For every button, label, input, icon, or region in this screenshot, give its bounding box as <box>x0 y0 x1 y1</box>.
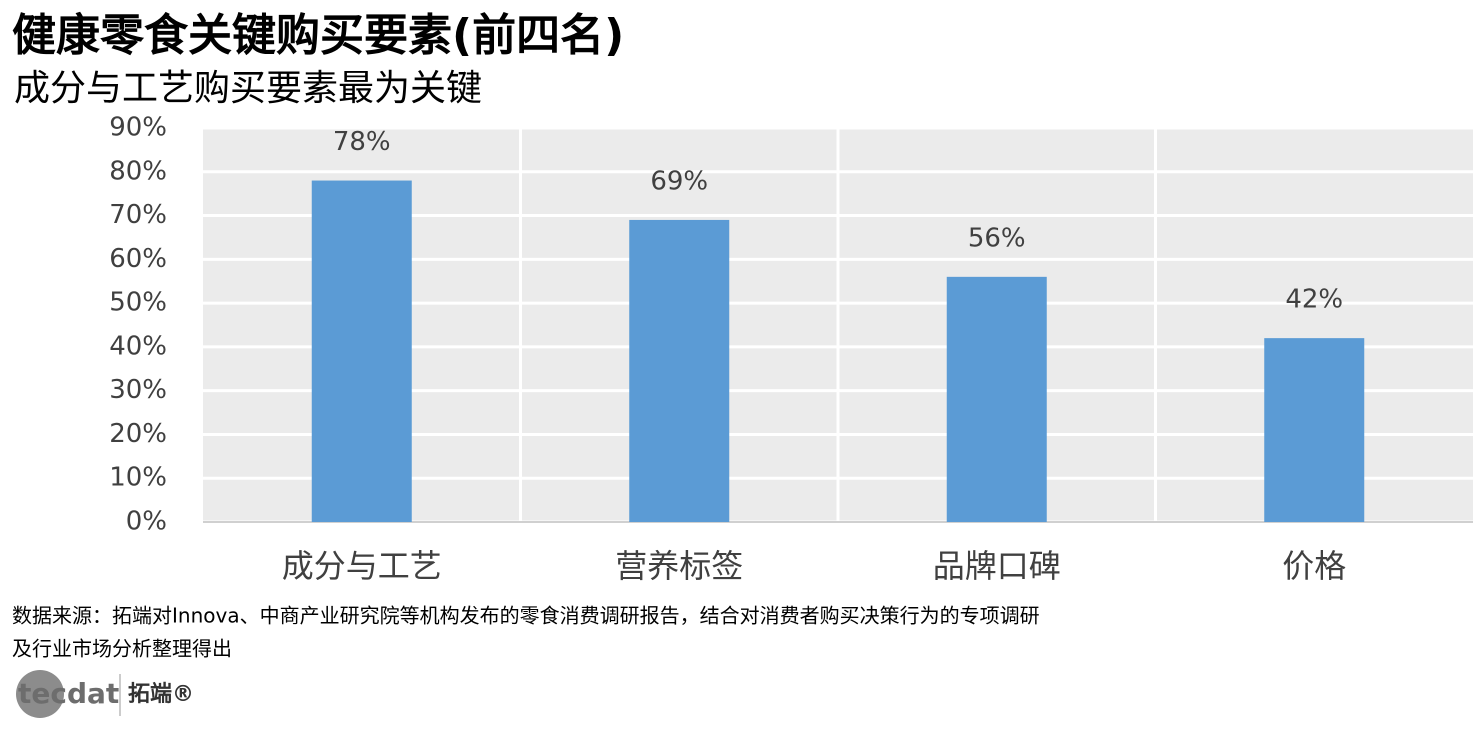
y-tick-label: 10% <box>109 463 167 493</box>
y-tick-label: 60% <box>109 244 167 274</box>
y-tick-label: 30% <box>109 375 167 405</box>
y-tick-label: 90% <box>109 113 167 143</box>
bar <box>311 180 412 523</box>
x-tick-label: 品牌口碑 <box>933 547 1061 585</box>
source-note: 数据来源：拓端对Innova、中商产业研究院等机构发布的零食消费调研报告，结合对… <box>12 604 1040 628</box>
value-label: 69% <box>650 166 708 196</box>
y-tick-label: 70% <box>109 200 167 230</box>
y-tick-label: 40% <box>109 331 167 361</box>
bar <box>629 219 730 522</box>
value-label: 56% <box>968 223 1026 253</box>
value-label: 42% <box>1285 285 1343 315</box>
logo-brand: tecdat <box>18 677 119 710</box>
value-label: 78% <box>333 127 391 157</box>
source-note: 及行业市场分析整理得出 <box>12 637 232 661</box>
bar <box>1264 338 1365 522</box>
y-tick-label: 80% <box>109 156 167 186</box>
logo-name: 拓端® <box>128 682 194 707</box>
x-tick-label: 成分与工艺 <box>282 547 442 585</box>
x-tick-label: 价格 <box>1282 547 1346 585</box>
x-tick-label: 营养标签 <box>615 547 743 585</box>
chart-subtitle: 成分与工艺购买要素最为关键 <box>14 68 482 109</box>
bar <box>946 276 1047 522</box>
y-tick-label: 0% <box>126 507 167 537</box>
y-tick-label: 50% <box>109 288 167 318</box>
y-tick-label: 20% <box>109 419 167 449</box>
logo-badge <box>16 670 64 718</box>
chart-title: 健康零食关键购买要素(前四名) <box>12 10 624 61</box>
